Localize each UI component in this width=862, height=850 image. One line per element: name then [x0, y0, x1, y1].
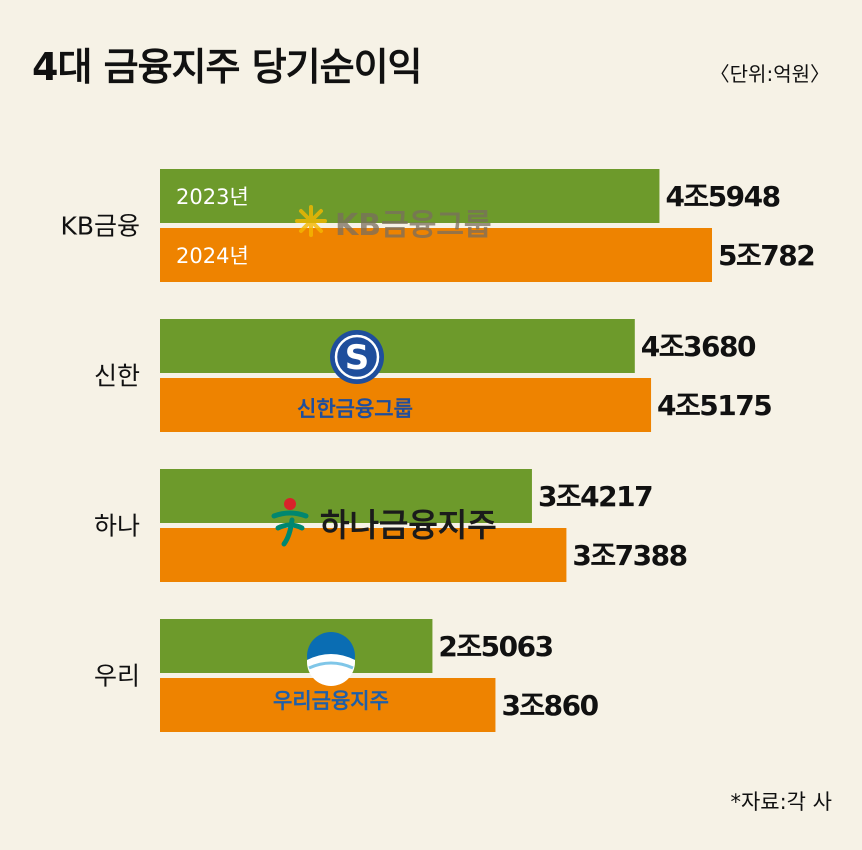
source-note: *자료:각 사 — [730, 790, 832, 814]
kb-logo: KB금융그룹 — [295, 205, 492, 243]
value-label: 3조7388 — [572, 539, 686, 572]
woori-logo: 우리금융지주 — [273, 632, 389, 713]
value-label: 3조4217 — [538, 480, 652, 513]
category-label: 하나 — [94, 512, 140, 541]
legend-label-2023: 2023년 — [176, 185, 249, 209]
kb-star-icon — [295, 205, 327, 237]
woori-sphere-icon — [307, 632, 355, 686]
value-label: 4조5948 — [665, 180, 779, 213]
shinhan-logo-text: 신한금융그룹 — [297, 397, 413, 421]
shinhan-s-emblem-icon: S — [330, 330, 384, 384]
legend-label-2024: 2024년 — [176, 244, 249, 268]
value-label: 4조5175 — [657, 389, 771, 422]
category-label: KB금융 — [60, 212, 140, 241]
bar-2024 — [160, 678, 496, 732]
bar-2023 — [160, 169, 660, 223]
value-label: 3조860 — [501, 689, 598, 722]
woori-logo-text: 우리금융지주 — [273, 689, 389, 713]
hana-person-icon — [271, 498, 309, 547]
category-label: 신한 — [94, 362, 140, 391]
bar-2024 — [160, 378, 652, 432]
bar-2023 — [160, 619, 433, 673]
value-label: 5조782 — [718, 239, 814, 272]
unit-label: 〈단위:억원〉 — [709, 62, 830, 86]
svg-text:S: S — [345, 338, 370, 378]
value-label: 2조5063 — [438, 630, 552, 663]
hana-logo: 하나금융지주 — [271, 498, 497, 547]
chart-title: 4대 금융지주 당기순이익 — [32, 45, 423, 89]
hana-logo-text: 하나금융지주 — [320, 506, 497, 544]
bar-2024 — [160, 528, 567, 582]
shinhan-logo: S 신한금융그룹 — [297, 330, 413, 421]
bar-2023 — [160, 319, 635, 373]
category-label: 우리 — [94, 662, 140, 691]
value-label: 4조3680 — [641, 330, 756, 363]
bar-2023 — [160, 469, 532, 523]
kb-logo-text: KB금융그룹 — [335, 208, 492, 243]
bar-2024 — [160, 228, 712, 282]
